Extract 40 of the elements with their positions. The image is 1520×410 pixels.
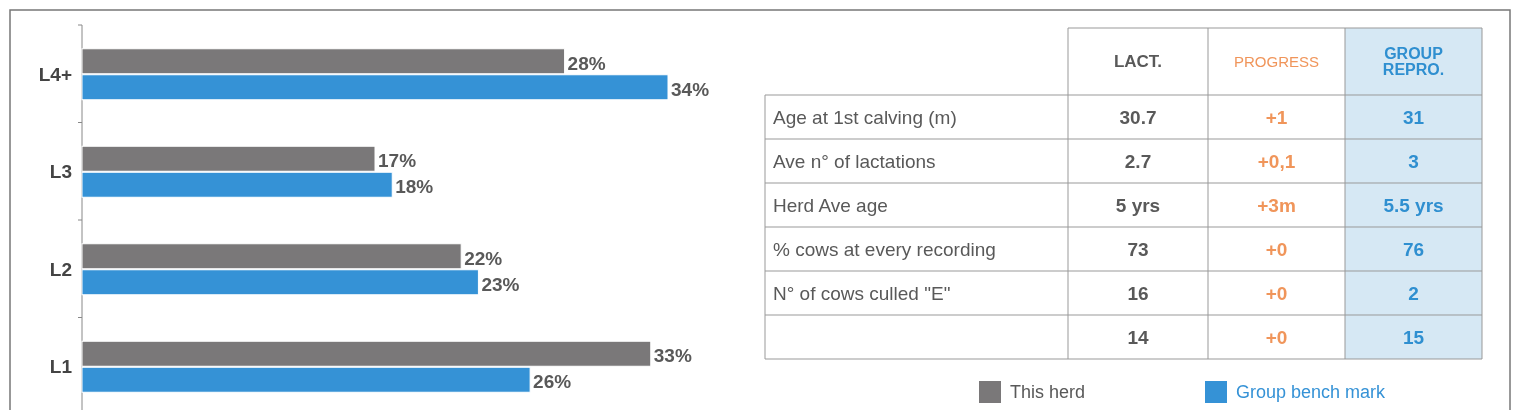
text: 14 [1127,327,1149,348]
y-tick-label: L4+ [38,63,72,85]
text: 2.7 [1124,151,1152,172]
data-label: 34% [671,78,710,100]
text: 76 [1402,239,1425,260]
data-label: 33% [653,345,692,367]
y-tick-label: L2 [49,258,72,280]
text: 73 [1127,239,1149,260]
text: +1 [1265,107,1288,128]
category-label: N° of cows culled "E" [773,283,951,304]
data-label: 23% [481,273,520,295]
category-label: Age at 1st calving (m) [773,107,957,128]
text: +0 [1265,327,1288,348]
text: +0,1 [1257,151,1296,172]
text: 2 [1408,283,1419,304]
text: 30.7 [1119,107,1157,128]
data-label: 22% [464,247,503,269]
data-label: 17% [378,150,417,172]
category-label: GROUP REPRO. [1382,45,1445,79]
y-tick-label: L3 [49,161,72,183]
category-label: LACT. [1113,52,1163,72]
category-label: % cows at every recording [773,239,996,260]
text: 5 yrs [1115,195,1161,216]
text: +0 [1265,239,1288,260]
category-label: PROGRESS [1233,52,1320,70]
text: 31 [1402,107,1425,128]
category-label: Herd Ave age [773,195,888,216]
y-tick-label: L1 [49,356,73,378]
text: +0 [1265,283,1288,304]
data-label: 28% [567,52,606,74]
text: 3 [1408,151,1419,172]
legend-label: This herd [1010,382,1086,402]
legend-label: Group bench mark [1236,382,1387,402]
category-label: Ave n° of lactations [773,151,936,172]
text: +3m [1257,195,1296,216]
text: 16 [1127,283,1149,304]
text: 5.5 yrs [1383,195,1444,216]
text: 15 [1402,327,1425,348]
data-label: 18% [395,176,434,198]
data-label: 26% [533,371,572,393]
